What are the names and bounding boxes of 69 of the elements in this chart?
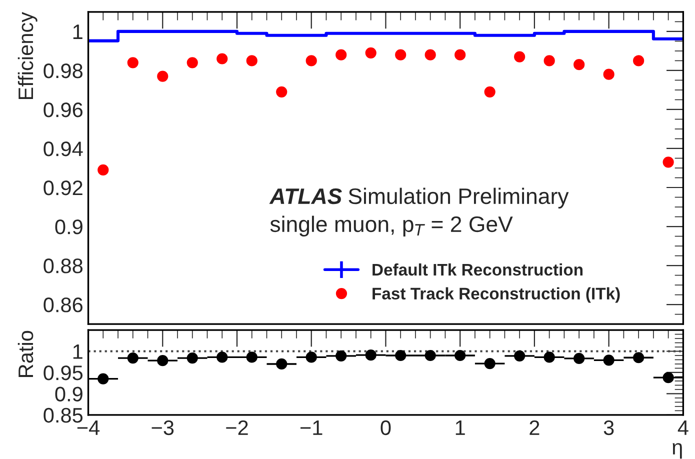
point (424, 49, 436, 60)
y-axis-title: Efficiency (18, 12, 38, 100)
point (276, 86, 288, 98)
y-tick-label: 0.86 (44, 298, 82, 312)
x-tick-label: −1 (300, 420, 322, 435)
x-tick-label: −3 (152, 420, 174, 436)
point (127, 57, 138, 68)
point (454, 350, 466, 362)
point (157, 355, 168, 366)
y-tick-label: 0.94 (44, 141, 83, 156)
x-tick-label: 1 (456, 420, 465, 435)
point (633, 55, 644, 66)
point (574, 59, 585, 70)
point (306, 352, 317, 363)
y-tick-label: 0.92 (44, 180, 82, 196)
annotation: single muon, p$_{T}$ = 2 GeV (270, 216, 513, 236)
y-axis-title: Ratio (18, 330, 34, 377)
point (246, 55, 258, 66)
y-tick-label: 1 (73, 344, 82, 359)
point (246, 352, 258, 363)
point (662, 156, 674, 168)
x-tick-label: −2 (226, 420, 248, 435)
point (633, 352, 644, 364)
point (574, 352, 585, 364)
point (514, 350, 526, 362)
point (186, 57, 198, 68)
y-tick-label: 0.98 (44, 63, 82, 78)
point (127, 352, 138, 364)
y-tick-label: 1 (73, 24, 82, 39)
x-tick-label: 0 (380, 420, 391, 436)
y-tick-label: 0.96 (44, 102, 82, 118)
x-tick-label: 3 (604, 420, 614, 436)
point (484, 358, 496, 370)
point (216, 53, 228, 64)
point (395, 350, 406, 362)
point (603, 68, 614, 80)
point (395, 49, 406, 60)
y-tick-label: 0.95 (44, 365, 83, 380)
point (484, 86, 496, 98)
point (514, 51, 526, 62)
x-tick-label: 2 (530, 420, 540, 435)
legend-label: Default ITk Reconstruction (372, 263, 583, 276)
point (365, 47, 376, 58)
point (306, 55, 317, 66)
legend-label: Fast Track Reconstruction (ITk) (372, 287, 620, 303)
point (98, 373, 109, 384)
point (336, 350, 347, 362)
point (662, 372, 674, 384)
point (98, 164, 109, 176)
annotation: ATLAS (269, 188, 342, 204)
point (157, 70, 168, 82)
y-tick-label: 0.9 (55, 220, 82, 234)
point (424, 350, 436, 362)
point (603, 354, 614, 366)
point (454, 49, 466, 60)
x-axis-title: η (672, 443, 682, 459)
point (365, 350, 376, 361)
point (186, 352, 198, 364)
x-tick-label: −4 (77, 420, 100, 435)
x-tick-label: 4 (678, 420, 688, 435)
y-tick-label: 0.88 (44, 258, 82, 274)
y-tick-label: 0.9 (55, 386, 82, 402)
point (276, 358, 288, 370)
point (544, 55, 555, 66)
point (216, 352, 228, 363)
point (544, 352, 555, 363)
point (336, 49, 347, 60)
annotation: Simulation Preliminary (348, 188, 569, 208)
y-tick-label: 0.85 (44, 408, 83, 423)
